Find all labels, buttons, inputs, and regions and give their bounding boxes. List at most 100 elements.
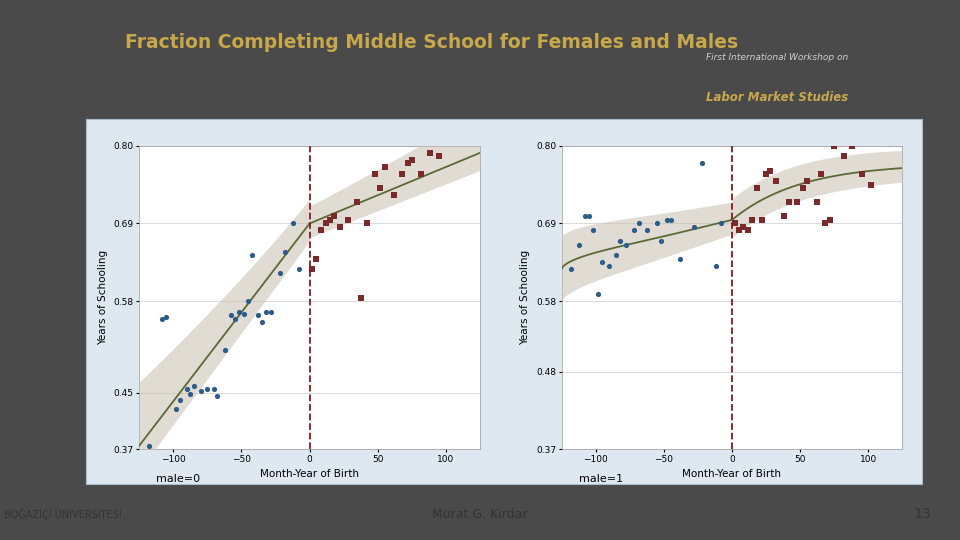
Point [326, 212, 342, 221]
X-axis label: Month-Year of Birth: Month-Year of Birth [260, 469, 359, 480]
Text: BOĞAZİÇİ ÜNİVERSİTESİ: BOĞAZİÇİ ÜNİVERSİTESİ [4, 508, 121, 521]
Point [586, 226, 601, 235]
Point [590, 289, 606, 298]
Point [155, 314, 170, 323]
Point [168, 405, 183, 414]
Point [400, 159, 416, 168]
Point [291, 265, 306, 274]
Point [223, 311, 238, 320]
Point [231, 307, 247, 316]
Y-axis label: Years of Schooling: Years of Schooling [520, 250, 530, 345]
Point [663, 215, 679, 224]
Point [800, 177, 815, 185]
Point [387, 191, 402, 199]
Point [173, 396, 188, 404]
Point [844, 141, 859, 150]
Point [823, 215, 838, 224]
Point [254, 318, 270, 327]
X-axis label: Month-Year of Birth: Month-Year of Birth [683, 469, 781, 480]
Point [180, 385, 195, 394]
Point [304, 265, 320, 274]
Point [193, 387, 208, 396]
Text: Labor Market Studies: Labor Market Studies [706, 91, 848, 104]
Point [673, 254, 688, 263]
Point [359, 219, 374, 228]
Point [309, 254, 324, 263]
Y-axis label: Years of Schooling: Years of Schooling [98, 250, 108, 345]
Point [564, 265, 579, 274]
Point [781, 198, 797, 207]
Point [602, 261, 617, 270]
Point [732, 226, 747, 235]
Point [577, 212, 592, 221]
Point [694, 159, 709, 168]
Point [836, 152, 852, 161]
Point [571, 240, 587, 249]
Point [319, 219, 334, 228]
Point [182, 390, 198, 399]
Point [817, 219, 832, 228]
Point [809, 198, 825, 207]
Point [639, 226, 655, 235]
Point [853, 170, 869, 178]
Point [414, 170, 429, 178]
Point [421, 148, 437, 157]
Point [626, 226, 641, 235]
Point [258, 307, 274, 316]
Point [758, 170, 774, 178]
Point [404, 156, 420, 164]
Point [395, 170, 410, 178]
Point [863, 180, 878, 189]
Point [332, 222, 348, 231]
Point [285, 219, 300, 228]
Point [632, 219, 647, 228]
Point [158, 313, 174, 322]
Point [251, 311, 266, 320]
Point [776, 212, 791, 221]
Point [659, 215, 674, 224]
Point [609, 251, 624, 260]
Point [713, 219, 729, 228]
Point [708, 261, 723, 270]
Point [245, 251, 260, 260]
Point [735, 222, 751, 231]
Point [353, 293, 369, 302]
Text: Fraction Completing Middle School for Females and Males: Fraction Completing Middle School for Fe… [125, 32, 738, 51]
Point [377, 163, 393, 171]
Point [790, 198, 805, 207]
Point [595, 258, 611, 267]
Text: male=0: male=0 [156, 474, 201, 484]
Point [813, 170, 828, 178]
Point [727, 219, 742, 228]
Point [368, 170, 383, 178]
Point [241, 297, 256, 306]
Point [372, 184, 388, 192]
Text: male=1: male=1 [579, 474, 623, 484]
Point [200, 385, 215, 394]
Text: First International Workshop on: First International Workshop on [706, 53, 848, 63]
Point [686, 222, 702, 231]
Point [349, 198, 365, 207]
Text: 13: 13 [914, 508, 931, 521]
Point [236, 309, 252, 318]
Point [227, 314, 242, 323]
Point [755, 215, 770, 224]
Point [186, 381, 202, 390]
Point [618, 240, 634, 249]
Point [827, 141, 842, 150]
Point [749, 184, 764, 192]
Point [217, 346, 232, 355]
Point [649, 219, 664, 228]
Text: Murat G. Kirdar: Murat G. Kirdar [432, 508, 528, 521]
Point [209, 392, 225, 401]
Point [264, 307, 279, 316]
Point [141, 441, 156, 450]
Point [431, 152, 446, 161]
Point [654, 237, 669, 245]
Point [762, 166, 778, 175]
Point [745, 215, 760, 224]
Point [277, 247, 293, 256]
Point [323, 215, 338, 224]
Point [206, 385, 222, 394]
Point [741, 226, 756, 235]
